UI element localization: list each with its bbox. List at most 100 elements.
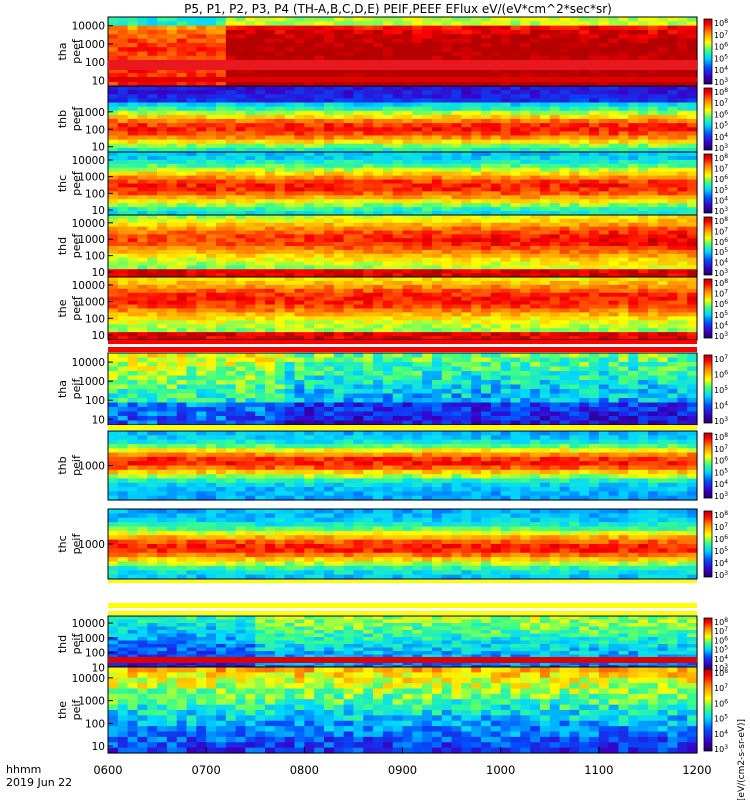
spectrogram-cell bbox=[363, 257, 374, 263]
spectrogram-cell bbox=[500, 269, 512, 274]
spectrogram-cell bbox=[402, 277, 413, 282]
spectrogram-cell bbox=[647, 207, 659, 212]
spectrogram-cell bbox=[667, 29, 678, 35]
spectrogram-cell bbox=[559, 114, 570, 120]
spectrogram-cell bbox=[559, 17, 570, 22]
spectrogram-cell bbox=[117, 269, 129, 274]
spectrogram-cell bbox=[166, 215, 178, 220]
spectrogram-cell bbox=[323, 47, 335, 53]
spectrogram-cell bbox=[608, 147, 620, 153]
spectrogram-cell bbox=[157, 175, 168, 181]
spectrogram-cell bbox=[215, 127, 227, 132]
spectrogram-cell bbox=[530, 257, 541, 263]
spectrogram-cell bbox=[490, 131, 502, 137]
spectrogram-cell bbox=[628, 147, 639, 153]
spectrogram-cell bbox=[166, 312, 178, 317]
spectrogram-cell bbox=[647, 246, 659, 251]
spectrogram-cell bbox=[166, 316, 178, 321]
spectrogram-cell bbox=[431, 328, 443, 333]
spectrogram-cell bbox=[608, 143, 620, 149]
spectrogram-cell bbox=[579, 336, 590, 341]
spectrogram-cell bbox=[108, 34, 119, 40]
spectrogram-cell bbox=[373, 288, 384, 294]
spectrogram-cell bbox=[412, 230, 423, 235]
spectrogram-cell bbox=[196, 320, 207, 325]
spectrogram-cell bbox=[461, 357, 472, 363]
spectrogram-cell bbox=[225, 183, 237, 189]
spectrogram-cell bbox=[618, 246, 629, 251]
spectrogram-cell bbox=[667, 42, 678, 48]
spectrogram-cell bbox=[471, 336, 482, 341]
spectrogram-cell bbox=[618, 38, 629, 44]
spectrogram-cell bbox=[618, 98, 629, 104]
spectrogram-cell bbox=[147, 86, 158, 91]
spectrogram-cell bbox=[461, 308, 472, 314]
spectrogram-cell bbox=[274, 207, 286, 212]
spectrogram-cell bbox=[687, 242, 698, 247]
spectrogram-cell bbox=[186, 90, 197, 95]
spectrogram-cell bbox=[284, 280, 296, 286]
spectrogram-cell bbox=[647, 38, 659, 44]
spectrogram-cell bbox=[127, 218, 139, 224]
spectrogram-cell bbox=[667, 155, 678, 161]
spectrogram-cell bbox=[363, 21, 374, 27]
spectrogram-cell bbox=[382, 234, 394, 239]
spectrogram-cell bbox=[608, 155, 620, 161]
spectrogram-cell bbox=[333, 147, 345, 153]
spectrogram-cell bbox=[186, 300, 197, 306]
spectrogram-cell bbox=[402, 47, 413, 53]
spectrogram-cell bbox=[638, 277, 649, 282]
spectrogram-cell bbox=[569, 269, 580, 274]
spectrogram-cell bbox=[108, 29, 119, 35]
spectrogram-cell bbox=[402, 269, 413, 274]
spectrogram-cell bbox=[294, 249, 305, 255]
spectrogram-cell bbox=[431, 131, 443, 137]
spectrogram-cell bbox=[638, 203, 649, 208]
spectrogram-cell bbox=[382, 139, 394, 145]
colorbar-thc-peef bbox=[703, 153, 713, 214]
spectrogram-cell bbox=[147, 357, 158, 363]
spectrogram-cell bbox=[157, 300, 168, 306]
spectrogram-cell bbox=[471, 68, 482, 74]
spectrogram-cell bbox=[353, 152, 364, 157]
spectrogram-cell bbox=[147, 199, 158, 204]
spectrogram-cell bbox=[539, 73, 551, 78]
spectrogram-cell bbox=[333, 29, 345, 35]
spectrogram-cell bbox=[687, 249, 698, 255]
spectrogram-cell bbox=[166, 261, 178, 266]
spectrogram-cell bbox=[294, 215, 305, 220]
spectrogram-cell bbox=[451, 38, 462, 44]
spectrogram-cell bbox=[314, 86, 325, 91]
spectrogram-cell bbox=[323, 203, 335, 208]
spectrogram-cell bbox=[363, 127, 374, 132]
spectrogram-cell bbox=[647, 17, 659, 22]
spectrogram-cell bbox=[265, 265, 276, 270]
spectrogram-cell bbox=[510, 127, 521, 132]
spectrogram-cell bbox=[265, 119, 276, 124]
spectrogram-cell bbox=[343, 234, 355, 239]
spectrogram-cell bbox=[431, 280, 443, 286]
spectrogram-cell bbox=[667, 304, 678, 310]
spectrogram-cell bbox=[539, 324, 551, 329]
spectrogram-cell bbox=[451, 102, 462, 108]
spectrogram-cell bbox=[127, 332, 139, 337]
spectrogram-cell bbox=[373, 280, 384, 286]
spectrogram-cell bbox=[382, 38, 394, 44]
spectrogram-cell bbox=[215, 300, 227, 306]
spectrogram-cell bbox=[647, 106, 659, 112]
spectrogram-cell bbox=[520, 68, 531, 74]
spectrogram-cell bbox=[412, 171, 423, 177]
spectrogram-cell bbox=[382, 265, 394, 270]
spectrogram-cell bbox=[657, 98, 669, 104]
spectrogram-cell bbox=[333, 94, 345, 99]
spectrogram-cell bbox=[569, 187, 580, 192]
spectrogram-cell bbox=[127, 159, 139, 165]
spectrogram-cell bbox=[559, 195, 570, 200]
spectrogram-cell bbox=[589, 203, 600, 208]
spectrogram-cell bbox=[422, 29, 433, 35]
spectrogram-cell bbox=[108, 135, 119, 141]
spectrogram-cell bbox=[687, 187, 698, 192]
spectrogram-cell bbox=[157, 280, 168, 286]
spectrogram-cell bbox=[314, 106, 325, 112]
spectrogram-cell bbox=[265, 131, 276, 137]
